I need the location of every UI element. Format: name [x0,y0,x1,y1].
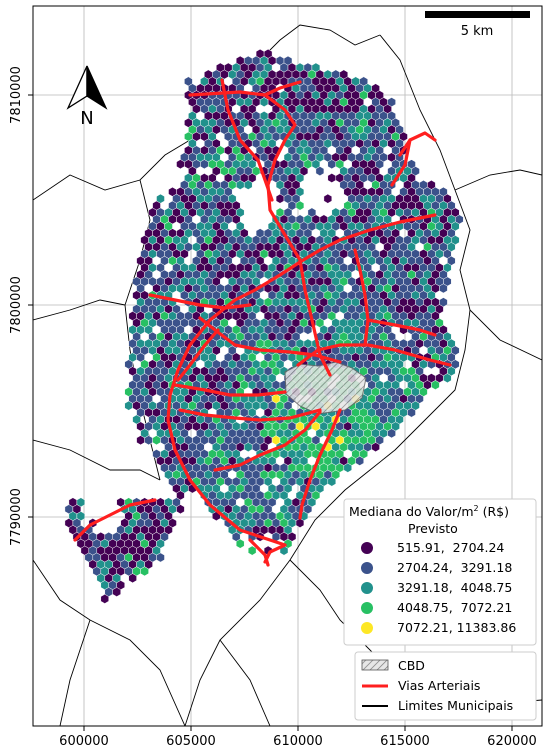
hex-cell [259,97,269,107]
scale-bar: 5 km [425,11,530,39]
hex-cell [431,380,440,390]
legend-class-item: 3291.18, 4048.75 [361,580,512,595]
y-tick-label: 7800000 [9,276,24,334]
x-tick-label: 610000 [273,734,323,749]
cbd-area [284,361,367,415]
x-tick-label: 605000 [166,734,216,749]
x-axis: 600000 605000 610000 615000 620000 [59,726,537,749]
y-tick-label: 7790000 [9,488,24,546]
hex-cell [327,159,337,170]
legend-class-label: 4048.75, 7072.21 [397,600,512,615]
legend-class-item: 515.91, 2704.24 [361,540,504,555]
x-tick-label: 600000 [59,734,109,749]
hex-cell [315,166,325,176]
hex-cell [243,442,253,452]
legend-swatch [361,622,373,634]
y-axis: 7790000 7800000 7810000 [9,66,33,546]
hex-cell [407,407,416,418]
legend-swatch [361,602,373,614]
legend-title: Mediana do Valor/m2 (R$) [349,504,509,519]
hex-cell [200,159,209,170]
scale-bar-label: 5 km [461,24,494,39]
hex-cell [327,173,337,183]
y-tick-label: 7810000 [9,66,24,124]
hex-cell [355,456,364,466]
hex-cell [295,518,305,528]
hex-cell [128,573,137,584]
arterial-roads [73,78,452,567]
legend-class-label: 2704.24, 3291.18 [397,560,512,575]
value-legend: Mediana do Valor/m2 (R$) Previsto 515.91… [343,498,537,646]
hex-cell [387,428,396,439]
hex-cell [303,324,313,335]
hex-cell [140,566,149,577]
legend-swatch [361,562,373,574]
legend-subtitle: Previsto [408,521,458,536]
x-tick-label: 615000 [380,734,430,749]
hex-cell [343,462,352,473]
hex-cell [112,587,121,597]
hex-cell [152,435,161,446]
hex-cell [144,435,153,446]
legend-class-label: 515.91, 2704.24 [397,540,504,555]
legend-swatch [361,542,373,554]
legend-class-item: 4048.75, 7072.21 [361,600,512,615]
hex-cell [136,435,145,446]
hex-cell [243,180,253,190]
cbd-swatch [361,659,389,671]
roads-legend-label: Vias Arteriais [398,678,480,693]
legend-class-item: 2704.24, 3291.18 [361,560,512,575]
hex-cell [235,180,245,190]
hex-cell [323,193,333,204]
legend-swatch [361,582,373,594]
hex-cell [247,545,257,556]
limits-legend-label: Limites Municipais [398,698,513,713]
x-tick-label: 620000 [487,734,537,749]
hex-cell [443,373,452,383]
hex-cell [124,400,133,411]
hex-cell [327,476,337,487]
cbd-legend-label: CBD [398,658,425,673]
legend-class-label: 3291.18, 4048.75 [397,580,512,595]
hex-cell [275,193,285,204]
hex-cell [371,442,380,452]
north-label: N [80,108,93,129]
hex-cell [176,159,185,170]
hex-cell [235,538,245,549]
hex-cell [295,200,305,211]
hex-cell [176,504,185,515]
hex-cell [156,552,165,563]
hex-cell [100,594,109,604]
legend-class-label: 7072.21, 11383.86 [397,620,516,635]
layers-legend: CBD Vias Arteriais Limites Municipais [354,651,537,721]
legend-class-item: 7072.21, 11383.86 [361,620,516,635]
north-arrow-icon: N [66,65,108,129]
hex-cell [439,283,448,294]
